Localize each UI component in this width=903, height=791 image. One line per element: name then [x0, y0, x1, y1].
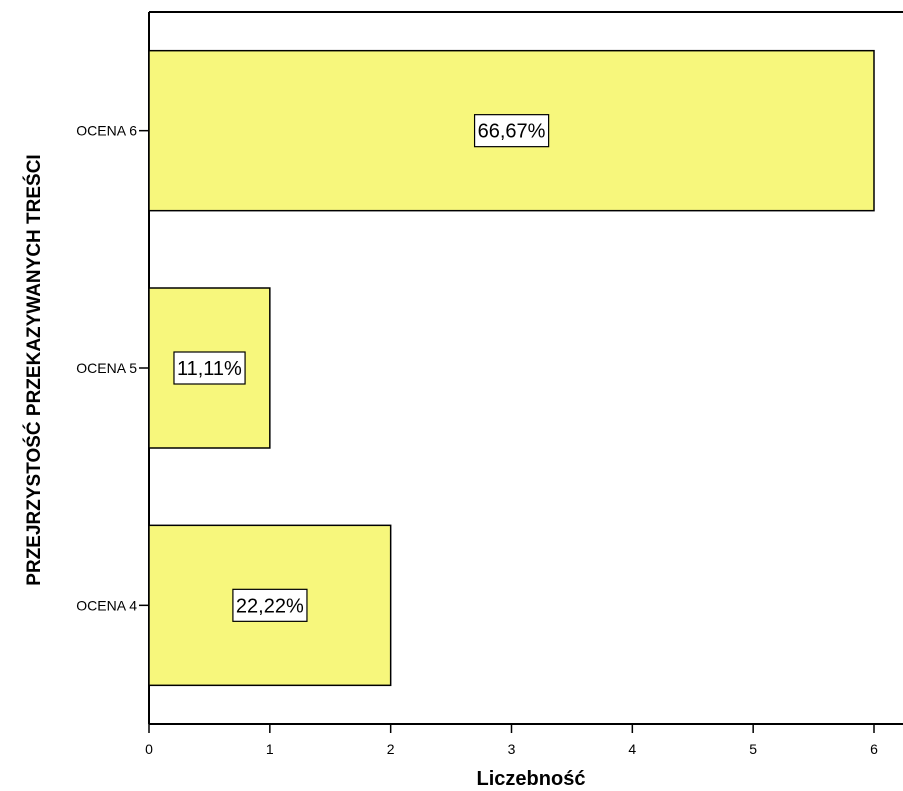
x-tick-label: 3 — [508, 741, 516, 757]
data-label: 11,11% — [177, 358, 242, 380]
x-ticks: 0 1 2 3 4 5 6 — [145, 724, 878, 757]
data-label: 22,22% — [236, 595, 304, 617]
y-tick-label: OCENA 4 — [76, 597, 137, 613]
data-label-box — [473, 114, 550, 148]
x-tick-label: 5 — [749, 741, 757, 757]
data-labels: 66,67% 11,11% 22,22% — [173, 114, 550, 622]
data-label: 66,67% — [478, 121, 546, 143]
x-tick-label: 1 — [266, 741, 274, 757]
x-tick-label: 6 — [870, 741, 878, 757]
y-tick-label: OCENA 6 — [76, 123, 137, 139]
x-tick-label: 0 — [145, 741, 153, 757]
x-axis-title: Liczebność — [477, 768, 586, 790]
data-label-box — [173, 351, 246, 385]
x-tick-label: 2 — [387, 741, 395, 757]
y-tick-label: OCENA 5 — [76, 360, 137, 376]
y-ticks: OCENA 6 OCENA 5 OCENA 4 — [76, 123, 149, 613]
x-tick-label: 4 — [628, 741, 636, 757]
y-axis-title: PRZEJRZYSTOŚĆ PRZEKAZYWANYCH TREŚCI — [23, 154, 45, 585]
data-label-box — [232, 588, 308, 622]
